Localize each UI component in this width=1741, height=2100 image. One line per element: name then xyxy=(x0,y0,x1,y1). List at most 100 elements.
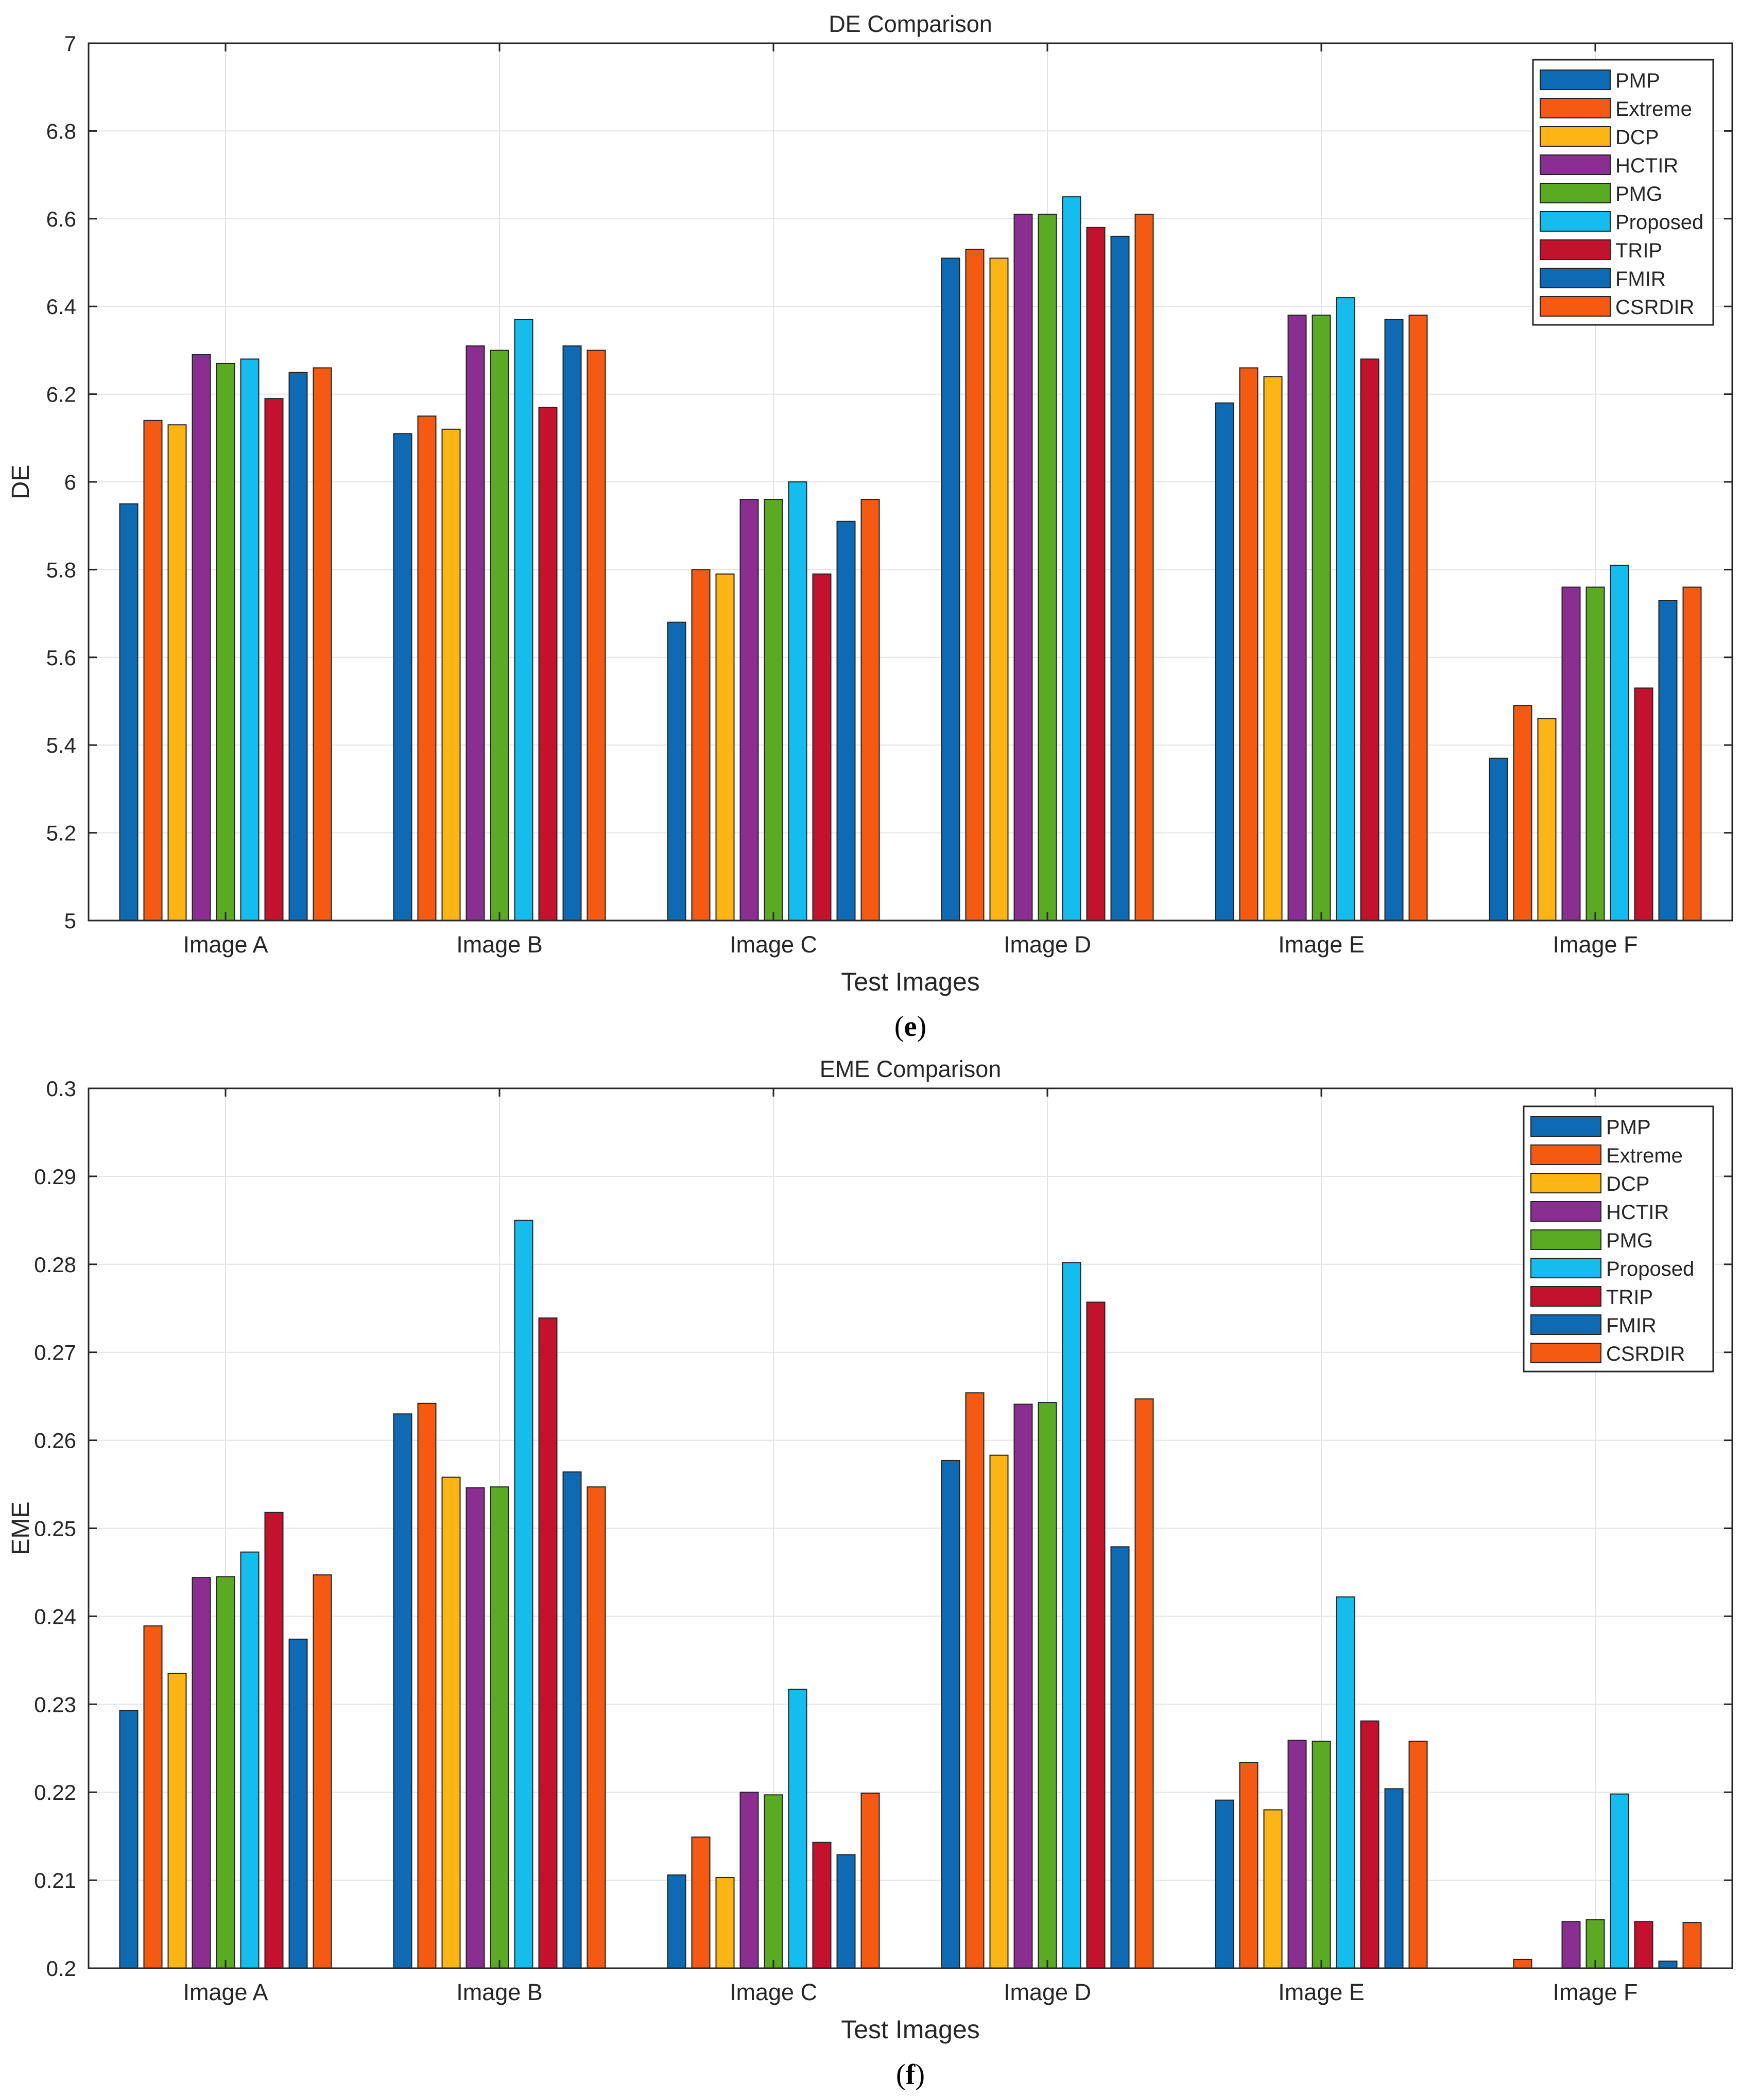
x-tick-label: Image F xyxy=(1553,931,1637,958)
bar-hctir-image-d xyxy=(1013,214,1033,921)
bar-pmp-image-d xyxy=(941,1460,960,1969)
y-tick-label: 0.22 xyxy=(34,1780,76,1804)
bar-proposed-image-f xyxy=(1610,564,1629,921)
x-tick-label: Image F xyxy=(1553,1979,1637,2005)
legend-label-hctir: HCTIR xyxy=(1615,154,1678,177)
bar-pmg-image-a xyxy=(216,362,235,922)
bar-trip-image-c xyxy=(812,573,832,922)
bar-extreme-image-b xyxy=(417,415,437,921)
bar-proposed-image-b xyxy=(514,319,533,921)
bar-pmp-image-b xyxy=(393,433,412,921)
y-tick-label: 0.27 xyxy=(34,1341,76,1365)
bar-hctir-image-f xyxy=(1561,1921,1581,1969)
bar-pmg-image-b xyxy=(490,350,509,921)
bar-trip-image-a xyxy=(264,398,284,921)
legend-swatch-hctir xyxy=(1530,1201,1601,1222)
y-tick-label: 6.6 xyxy=(46,207,76,231)
bar-pmp-image-c xyxy=(667,1874,686,1969)
bar-trip-image-a xyxy=(264,1512,284,1969)
legend-label-fmir: FMIR xyxy=(1606,1314,1657,1337)
bar-extreme-image-a xyxy=(143,1625,163,1969)
legend-label-pmg: PMG xyxy=(1606,1229,1653,1252)
bar-csrdir-image-f xyxy=(1682,586,1702,921)
bar-dcp-image-c xyxy=(715,1877,735,1969)
bar-trip-image-c xyxy=(812,1842,832,1969)
bar-extreme-image-f xyxy=(1513,1958,1532,1969)
legend-swatch-proposed xyxy=(1530,1258,1601,1278)
chart-title: EME Comparison xyxy=(820,1056,1002,1082)
bar-dcp-image-e xyxy=(1263,1809,1283,1969)
bar-dcp-image-c xyxy=(715,573,735,922)
caption-paren-close: ) xyxy=(915,2059,925,2091)
bar-fmir-image-e xyxy=(1384,1788,1404,1969)
bar-fmir-image-d xyxy=(1110,235,1130,921)
legend-swatch-fmir xyxy=(1530,1314,1601,1335)
y-tick-label: 0.21 xyxy=(34,1868,76,1893)
bar-pmg-image-d xyxy=(1038,1402,1057,1969)
legend-swatch-pmp xyxy=(1540,70,1611,90)
bar-trip-image-b xyxy=(538,1317,558,1969)
bar-extreme-image-f xyxy=(1513,705,1532,922)
bar-proposed-image-a xyxy=(240,358,260,922)
x-tick-label: Image B xyxy=(456,1979,543,2005)
bar-pmp-image-e xyxy=(1215,402,1234,921)
bar-proposed-image-c xyxy=(788,481,807,921)
legend-label-proposed: Proposed xyxy=(1615,211,1703,234)
bar-dcp-image-a xyxy=(167,424,187,921)
x-tick-label: Image E xyxy=(1278,931,1365,958)
bar-hctir-image-d xyxy=(1013,1403,1033,1969)
bar-extreme-image-b xyxy=(417,1402,437,1969)
bar-pmg-image-d xyxy=(1038,214,1057,921)
bar-extreme-image-e xyxy=(1239,367,1259,921)
chart-panel-de: 5 5.2 5.4 5.6 5.8 6 6.2 6.4 6.6 6.8 7 Image A Image … xyxy=(7,11,1733,1043)
bar-hctir-image-a xyxy=(192,354,211,921)
legend-label-dcp: DCP xyxy=(1606,1173,1649,1195)
bar-dcp-image-e xyxy=(1263,376,1283,921)
caption-letter: f xyxy=(906,2059,916,2091)
bar-extreme-image-c xyxy=(691,1836,711,1969)
legend-label-csrdir: CSRDIR xyxy=(1606,1343,1685,1365)
legend-label-proposed: Proposed xyxy=(1606,1258,1694,1280)
bar-hctir-image-c xyxy=(739,499,759,921)
bar-pmp-image-c xyxy=(667,621,686,921)
bar-extreme-image-d xyxy=(965,1392,985,1969)
legend-swatch-fmir xyxy=(1540,268,1611,288)
legend-swatch-csrdir xyxy=(1530,1343,1601,1363)
bar-hctir-image-f xyxy=(1561,586,1581,921)
bar-extreme-image-c xyxy=(691,569,711,921)
legend-label-pmp: PMP xyxy=(1606,1116,1651,1139)
y-tick-label: 5.6 xyxy=(46,646,76,670)
bar-hctir-image-b xyxy=(466,1487,485,1969)
legend-swatch-dcp xyxy=(1530,1173,1601,1193)
legend-label-trip: TRIP xyxy=(1606,1286,1653,1309)
bar-trip-image-f xyxy=(1634,687,1653,921)
bar-dcp-image-d xyxy=(989,257,1009,922)
bar-trip-image-d xyxy=(1086,1301,1106,1969)
x-tick-label: Image B xyxy=(456,931,543,958)
bar-pmp-image-b xyxy=(393,1413,412,1969)
y-tick-label: 6 xyxy=(64,470,76,494)
bar-extreme-image-a xyxy=(143,420,163,921)
x-tick-label: Image C xyxy=(730,931,817,958)
bar-proposed-image-a xyxy=(240,1551,260,1969)
bar-fmir-image-e xyxy=(1384,319,1404,921)
y-tick-label: 5.8 xyxy=(46,558,76,582)
y-tick-label: 6.2 xyxy=(46,383,76,407)
legend-label-csrdir: CSRDIR xyxy=(1615,296,1694,319)
y-tick-label: 6.4 xyxy=(46,294,76,319)
bar-hctir-image-e xyxy=(1287,1740,1307,1969)
bar-extreme-image-e xyxy=(1239,1762,1259,1969)
bar-pmg-image-b xyxy=(490,1486,509,1969)
y-axis-label: DE xyxy=(7,465,35,499)
bar-fmir-image-c xyxy=(836,520,856,921)
bar-trip-image-b xyxy=(538,407,558,921)
bar-trip-image-e xyxy=(1360,1720,1380,1969)
bar-pmg-image-a xyxy=(216,1576,235,1969)
x-tick-label: Image A xyxy=(183,1979,268,2005)
bar-csrdir-image-c xyxy=(860,1792,880,1969)
legend-label-fmir: FMIR xyxy=(1615,268,1666,290)
bar-proposed-image-b xyxy=(514,1220,533,1969)
bar-proposed-image-c xyxy=(788,1689,807,1969)
bar-proposed-image-d xyxy=(1062,1262,1081,1969)
bar-csrdir-image-e xyxy=(1408,1741,1428,1969)
